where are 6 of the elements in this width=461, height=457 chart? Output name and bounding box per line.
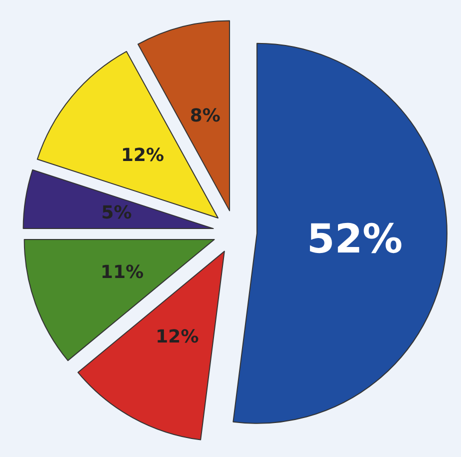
data-label: 5%: [101, 202, 132, 224]
data-label: 12%: [120, 145, 164, 166]
data-label: 8%: [190, 105, 220, 126]
data-label: 11%: [100, 262, 144, 284]
data-label: 12%: [156, 326, 199, 348]
data-label: 52%: [306, 216, 403, 263]
